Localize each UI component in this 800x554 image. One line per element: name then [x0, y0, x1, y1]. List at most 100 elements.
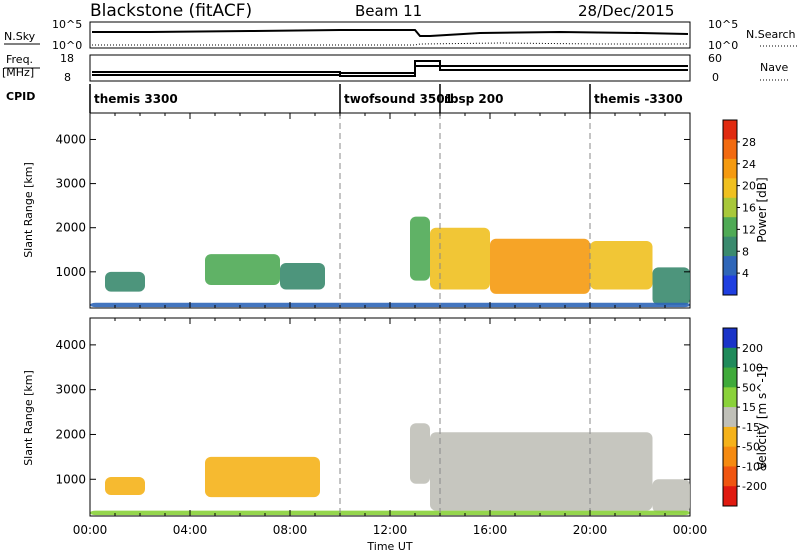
data-region	[105, 477, 145, 495]
velocity-colorbar-label: Velocity [m s^-1]	[755, 366, 769, 470]
data-region	[430, 432, 653, 511]
velocity-xlabel: Time UT	[366, 540, 412, 553]
cpid-segment-label: rbsp 200	[444, 92, 503, 106]
colorbar-swatch	[723, 466, 737, 487]
colorbar-tick-label: -50	[742, 441, 760, 454]
colorbar-swatch	[723, 178, 737, 199]
y-tick-label: 3000	[55, 177, 86, 191]
freq-unit: [MHz]	[2, 66, 34, 79]
velocity-ylabel: Slant Range [km]	[22, 370, 35, 466]
colorbar-tick-label: -200	[742, 480, 767, 493]
colorbar-tick-label: -15	[742, 421, 760, 434]
colorbar-tick-label: 100	[742, 362, 763, 375]
nave-line	[92, 60, 688, 77]
chart-title: Blackstone (fitACF)	[90, 1, 252, 21]
colorbar-swatch	[723, 407, 737, 428]
beam-label: Beam 11	[355, 2, 422, 20]
nave-tick-bottom: 0	[712, 71, 719, 84]
velocity-axes: 1000 2000 3000 4000 00:00 04:00 08:00 12:00 16:0…	[55, 318, 707, 537]
data-region	[590, 240, 653, 290]
data-region	[652, 267, 690, 305]
power-colorbar: 4 8 12 16 20 24 28	[722, 119, 756, 296]
cpid-segment-label: twofsound 3501	[344, 92, 453, 106]
colorbar-swatch	[723, 387, 737, 408]
power-panel: 1000 2000 3000 4000 Slant Range [km]	[22, 112, 691, 309]
velocity-panel: 1000 2000 3000 4000 00:00 04:00 08:00 12:00 16:0…	[22, 317, 707, 553]
data-region	[205, 254, 280, 286]
power-ylabel: Slant Range [km]	[22, 162, 35, 258]
colorbar-swatch	[723, 217, 737, 238]
colorbar-swatch	[723, 275, 737, 296]
x-tick-label: 20:00	[573, 523, 608, 537]
data-region	[490, 238, 590, 294]
data-region	[205, 456, 320, 498]
nsearch-tick-top: 10^5	[708, 18, 738, 31]
x-tick-label: 08:00	[273, 523, 308, 537]
x-tick-label: 00:00	[673, 523, 708, 537]
freq-tick-top: 18	[60, 52, 74, 65]
data-region	[410, 423, 430, 484]
colorbar-tick-label: 50	[742, 381, 756, 394]
freq-tick-bottom: 8	[64, 71, 71, 84]
colorbar-swatch	[723, 486, 737, 507]
y-tick-label: 3000	[55, 383, 86, 397]
colorbar-swatch	[723, 256, 737, 277]
nsky-panel	[89, 21, 691, 49]
nave-tick-top: 60	[708, 52, 722, 65]
colorbar-tick-label: 20	[742, 180, 756, 193]
power-colorbar-label: Power [dB]	[755, 177, 769, 242]
colorbar-tick-label: 15	[742, 401, 756, 414]
nsky-tick-top: 10^5	[52, 18, 82, 31]
nsearch-label: N.Search	[746, 28, 796, 41]
power-axes: 1000 2000 3000 4000	[55, 113, 691, 308]
nsearch-line	[92, 42, 688, 46]
colorbar-tick-label: 12	[742, 223, 756, 236]
y-tick-label: 1000	[55, 472, 86, 486]
colorbar-swatch	[723, 120, 737, 140]
colorbar-frame	[722, 327, 738, 507]
velocity-colorbar: 200 100 50 15 -15 -50 -100 -200	[722, 327, 767, 507]
data-region	[652, 479, 690, 513]
cpid-segment-label: themis 3300	[94, 92, 178, 106]
colorbar-swatch	[723, 347, 737, 369]
freq-panel	[89, 54, 691, 82]
colorbar-swatch	[723, 328, 737, 349]
colorbar-tick-label: 8	[742, 245, 749, 258]
colorbar-swatch	[723, 426, 737, 448]
freq-panel-frame	[89, 54, 691, 82]
nsky-label: N.Sky	[4, 30, 36, 43]
y-tick-label: 4000	[55, 132, 86, 146]
y-tick-label: 2000	[55, 427, 86, 441]
nsky-panel-frame	[89, 21, 691, 49]
colorbar-swatch	[723, 158, 737, 179]
x-tick-label: 12:00	[373, 523, 408, 537]
y-tick-label: 4000	[55, 338, 86, 352]
nsearch-tick-bottom: 10^0	[708, 39, 738, 52]
cpid-label: CPID	[6, 90, 35, 103]
data-region	[410, 216, 430, 281]
colorbar-tick-label: 4	[742, 267, 749, 280]
freq-label: Freq.	[6, 53, 33, 66]
nave-label: Nave	[760, 61, 788, 74]
colorbar-swatch	[723, 367, 737, 388]
colorbar-tick-label: 16	[742, 202, 756, 215]
colorbar-swatch	[723, 139, 737, 160]
colorbar-tick-label: 24	[742, 158, 756, 171]
x-tick-label: 04:00	[173, 523, 208, 537]
nsky-tick-bottom: 10^0	[52, 39, 82, 52]
x-tick-label: 16:00	[473, 523, 508, 537]
colorbar-swatch	[723, 236, 737, 257]
colorbar-swatch	[723, 197, 737, 218]
colorbar-swatch	[723, 446, 737, 467]
data-region	[280, 263, 325, 290]
y-tick-label: 1000	[55, 265, 86, 279]
freq-line	[92, 65, 688, 74]
data-region	[430, 227, 490, 290]
colorbar-tick-label: 28	[742, 136, 756, 149]
y-tick-label: 2000	[55, 221, 86, 235]
cpid-segment-label: themis -3300	[594, 92, 683, 106]
x-tick-label: 00:00	[73, 523, 108, 537]
colorbar-tick-label: 200	[742, 342, 763, 355]
